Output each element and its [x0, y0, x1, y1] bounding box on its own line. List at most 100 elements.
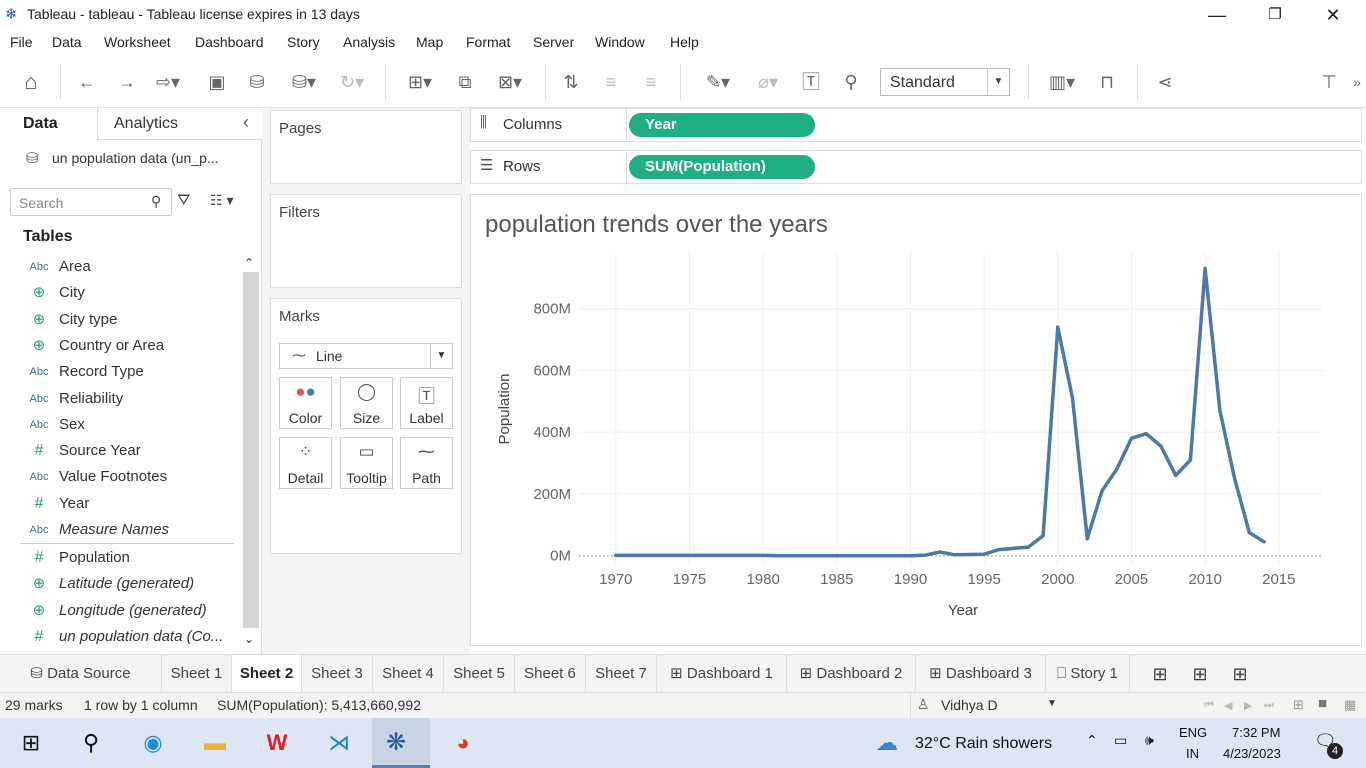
clock-time[interactable]: 7:32 PM — [1232, 725, 1281, 740]
field-list-scrollbar[interactable]: ⌃ ⌄ — [242, 256, 260, 646]
menu-story[interactable]: Story — [287, 34, 320, 50]
field-item[interactable]: ⊕ City type — [0, 310, 240, 336]
duplicate-sheet-icon[interactable]: ⧉ — [458, 72, 472, 92]
scroll-thumb[interactable] — [243, 272, 259, 628]
volume-icon[interactable]: 🕪 — [1145, 732, 1154, 748]
highlight-icon[interactable]: ✎▾ — [705, 72, 731, 92]
close-icon[interactable]: ✕ — [1325, 5, 1341, 25]
sort-descending-icon[interactable]: ≡ — [645, 72, 657, 92]
menu-worksheet[interactable]: Worksheet — [104, 34, 171, 50]
new-datasource-icon[interactable]: ⛁ — [249, 72, 265, 92]
minimize-icon[interactable]: — — [1208, 5, 1226, 25]
menu-map[interactable]: Map — [416, 34, 444, 50]
redo-replay-icon[interactable]: ⇨▾ — [155, 72, 181, 92]
chrome-icon[interactable]: ◕ — [456, 730, 470, 755]
field-item[interactable]: ⊕ Longitude (generated) — [0, 601, 240, 627]
field-item[interactable]: # Source Year — [0, 441, 240, 467]
fix-axes-icon[interactable]: ⚲ — [844, 72, 858, 92]
menu-server[interactable]: Server — [533, 34, 575, 50]
wps-office-icon[interactable]: W — [266, 730, 288, 755]
edge-icon[interactable]: ◉ — [143, 730, 163, 755]
clear-sheet-icon[interactable]: ⊠▾ — [497, 72, 523, 92]
back-icon[interactable]: ← — [78, 72, 96, 92]
sheet-tab[interactable]: Sheet 7 — [586, 655, 657, 693]
weather-text[interactable]: 32°C Rain showers — [915, 735, 1053, 752]
sheet-tab[interactable]: Sheet 2 — [232, 655, 302, 693]
datasource-row[interactable]: ⛁ un population data (un_p... — [26, 148, 256, 170]
filter-icon[interactable]: ⛛ — [177, 192, 191, 209]
sheet-tab[interactable]: ⎕ Story 1 — [1046, 655, 1130, 693]
clock-date[interactable]: 4/23/2023 — [1223, 746, 1281, 761]
field-item[interactable]: Abc Value Footnotes — [0, 467, 240, 493]
sheet-tab[interactable]: Sheet 5 — [444, 655, 515, 693]
tab-view-icon[interactable]: ■ — [1318, 695, 1328, 712]
sheet-tab[interactable]: ⊞ Dashboard 3 — [916, 655, 1046, 693]
forward-icon[interactable]: → — [118, 72, 136, 92]
language-bottom[interactable]: IN — [1186, 746, 1199, 761]
menu-file[interactable]: File — [10, 34, 33, 50]
path-button[interactable]: ⁓ Path — [400, 437, 453, 489]
line-chart[interactable]: 1970 1975 1980 1985 1990 1995 2000 2005 2010 2015… — [471, 245, 1361, 645]
collapse-pane-icon[interactable]: ‹ — [243, 112, 249, 132]
field-item[interactable]: Abc Reliability — [0, 389, 240, 415]
group-members-icon[interactable]: ⌀▾ — [758, 72, 778, 92]
grid-view-icon[interactable]: ⊞ — [1293, 697, 1304, 712]
prev-page-icon[interactable]: ◀ — [1224, 700, 1233, 712]
first-page-icon[interactable]: ⏮ — [1204, 699, 1214, 711]
menu-dashboard[interactable]: Dashboard — [195, 34, 264, 50]
filters-card[interactable]: Filters — [270, 194, 462, 288]
field-item[interactable]: # Population — [0, 548, 240, 574]
user-menu[interactable]: ♙ Vidhya D ▼ — [910, 693, 1064, 719]
tooltip-button[interactable]: ▭ Tooltip — [340, 437, 393, 489]
sheet-tab[interactable]: Sheet 6 — [515, 655, 586, 693]
detail-button[interactable]: ⁘ Detail — [279, 437, 332, 489]
sheet-tab[interactable]: Sheet 4 — [373, 655, 444, 693]
file-explorer-icon[interactable]: ▬ — [204, 730, 226, 755]
new-dashboard-tab-icon[interactable]: ⊞ — [1192, 664, 1208, 684]
tray-chevron-icon[interactable]: ⌃ — [1086, 732, 1098, 748]
field-item[interactable]: # un population data (Co... — [0, 627, 240, 653]
refresh-icon[interactable]: ↻▾ — [339, 72, 365, 92]
pages-card[interactable]: Pages — [270, 110, 462, 184]
last-page-icon[interactable]: ⏭ — [1264, 699, 1274, 711]
field-item[interactable]: Abc Sex — [0, 415, 240, 441]
field-item[interactable]: ⊕ Latitude (generated) — [0, 574, 240, 600]
share-icon[interactable]: ⋖ — [1157, 72, 1173, 92]
sheet-tab[interactable]: Sheet 1 — [162, 655, 232, 693]
tableau-taskbar-button[interactable]: ❋ — [372, 718, 430, 768]
home-icon[interactable]: ⌂ — [24, 69, 38, 94]
columns-shelf[interactable]: ⫼ Columns Year — [470, 108, 1362, 142]
new-worksheet-tab-icon[interactable]: ⊞ — [1152, 664, 1168, 684]
sheet-tab[interactable]: ⛁ Data Source — [0, 655, 162, 693]
population-pill[interactable]: SUM(Population) — [629, 155, 815, 179]
menu-analysis[interactable]: Analysis — [343, 34, 396, 50]
scroll-up-icon[interactable]: ⌃ — [244, 256, 255, 270]
language-top[interactable]: ENG — [1179, 725, 1208, 740]
windows-start-icon[interactable]: ⊞ — [21, 730, 41, 755]
sheet-tab[interactable]: Sheet 3 — [302, 655, 373, 693]
search-icon[interactable]: ⚲ — [82, 730, 100, 755]
menu-help[interactable]: Help — [670, 34, 699, 50]
pause-updates-icon[interactable]: ⛁▾ — [291, 72, 317, 92]
view-options-icon[interactable]: ☷ ▾ — [210, 192, 234, 208]
filmstrip-view-icon[interactable]: ▦ — [1344, 697, 1357, 712]
viz-area[interactable]: population trends over the years 1970 197… — [470, 194, 1362, 646]
show-mark-labels-icon[interactable]: 🅃 — [802, 72, 820, 92]
field-item[interactable]: Abc Area — [0, 257, 240, 283]
field-item[interactable]: # Year — [0, 494, 240, 520]
menu-window[interactable]: Window — [595, 34, 645, 50]
rows-shelf[interactable]: ☰ Rows SUM(Population) — [470, 150, 1362, 184]
toolbar-overflow-icon[interactable]: » — [1353, 74, 1361, 90]
tab-analytics[interactable]: Analytics ‹ — [97, 108, 262, 140]
show-me-cards-icon[interactable]: ▥▾ — [1048, 72, 1076, 92]
sort-ascending-icon[interactable]: ≡ — [605, 72, 617, 92]
save-icon[interactable]: ▣ — [208, 72, 226, 92]
maximize-icon[interactable]: ❐ — [1268, 6, 1282, 23]
search-input[interactable]: Search ⚲ — [10, 188, 172, 216]
presentation-mode-icon[interactable]: ⊓ — [1099, 72, 1115, 92]
size-button[interactable]: ◯ Size — [340, 377, 393, 429]
field-item[interactable]: ⊕ City — [0, 283, 240, 309]
mark-type-dropdown[interactable]: ⁓ Line ▼ — [279, 343, 453, 369]
new-worksheet-icon[interactable]: ⊞▾ — [407, 72, 433, 92]
scroll-down-icon[interactable]: ⌄ — [244, 632, 255, 646]
